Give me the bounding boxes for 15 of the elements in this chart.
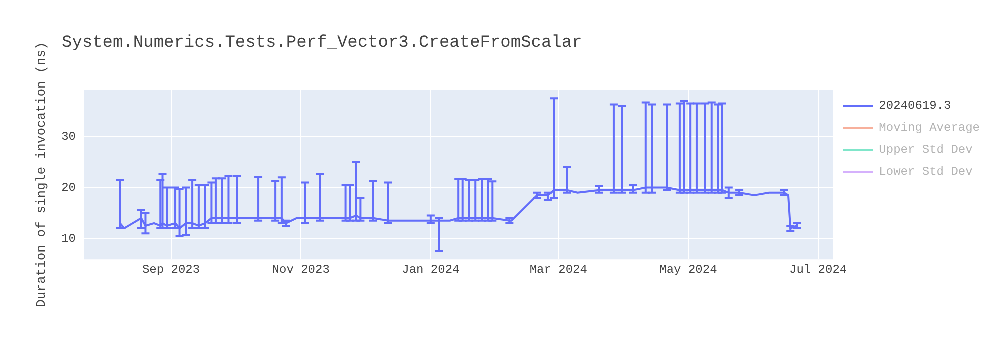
- y-tick-label: 20: [62, 180, 76, 195]
- x-tick-label: Nov 2023: [272, 262, 330, 277]
- x-tick-label: Mar 2024: [530, 262, 588, 277]
- chart-title: System.Numerics.Tests.Perf_Vector3.CreateFromScalar: [62, 34, 582, 53]
- y-tick-label: 30: [62, 130, 76, 144]
- x-tick-label: Jan 2024: [402, 262, 460, 277]
- x-tick-label: May 2024: [660, 262, 718, 277]
- x-tick-label: Sep 2023: [142, 262, 200, 277]
- x-tick-label: Jul 2024: [789, 262, 848, 277]
- y-tick-label: 10: [62, 232, 76, 246]
- y-axis-title: Duration of single invocation (ns): [34, 42, 50, 308]
- legend-label: Lower Std Dev: [879, 165, 973, 180]
- legend-label: Moving Average: [879, 121, 980, 136]
- legend-label: Upper Std Dev: [879, 143, 973, 158]
- legend-label: 20240619.3: [879, 99, 952, 114]
